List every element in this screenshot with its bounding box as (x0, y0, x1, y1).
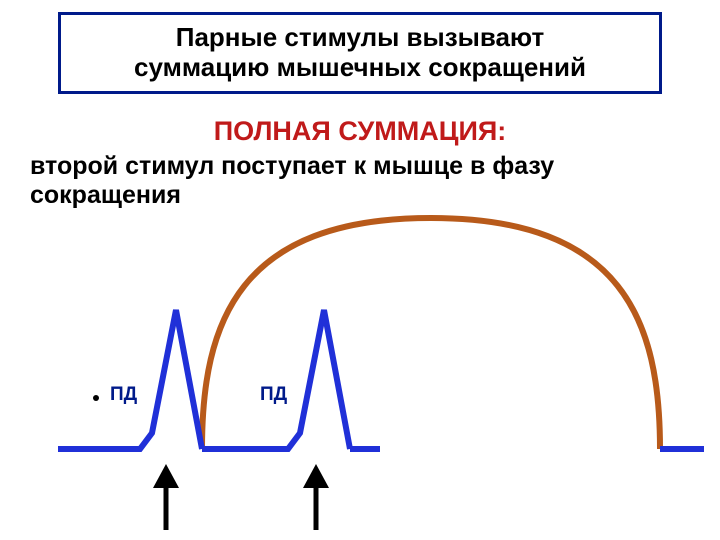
page: Парные стимулы вызывают суммацию мышечны… (0, 0, 720, 540)
diagram-svg (0, 0, 720, 540)
